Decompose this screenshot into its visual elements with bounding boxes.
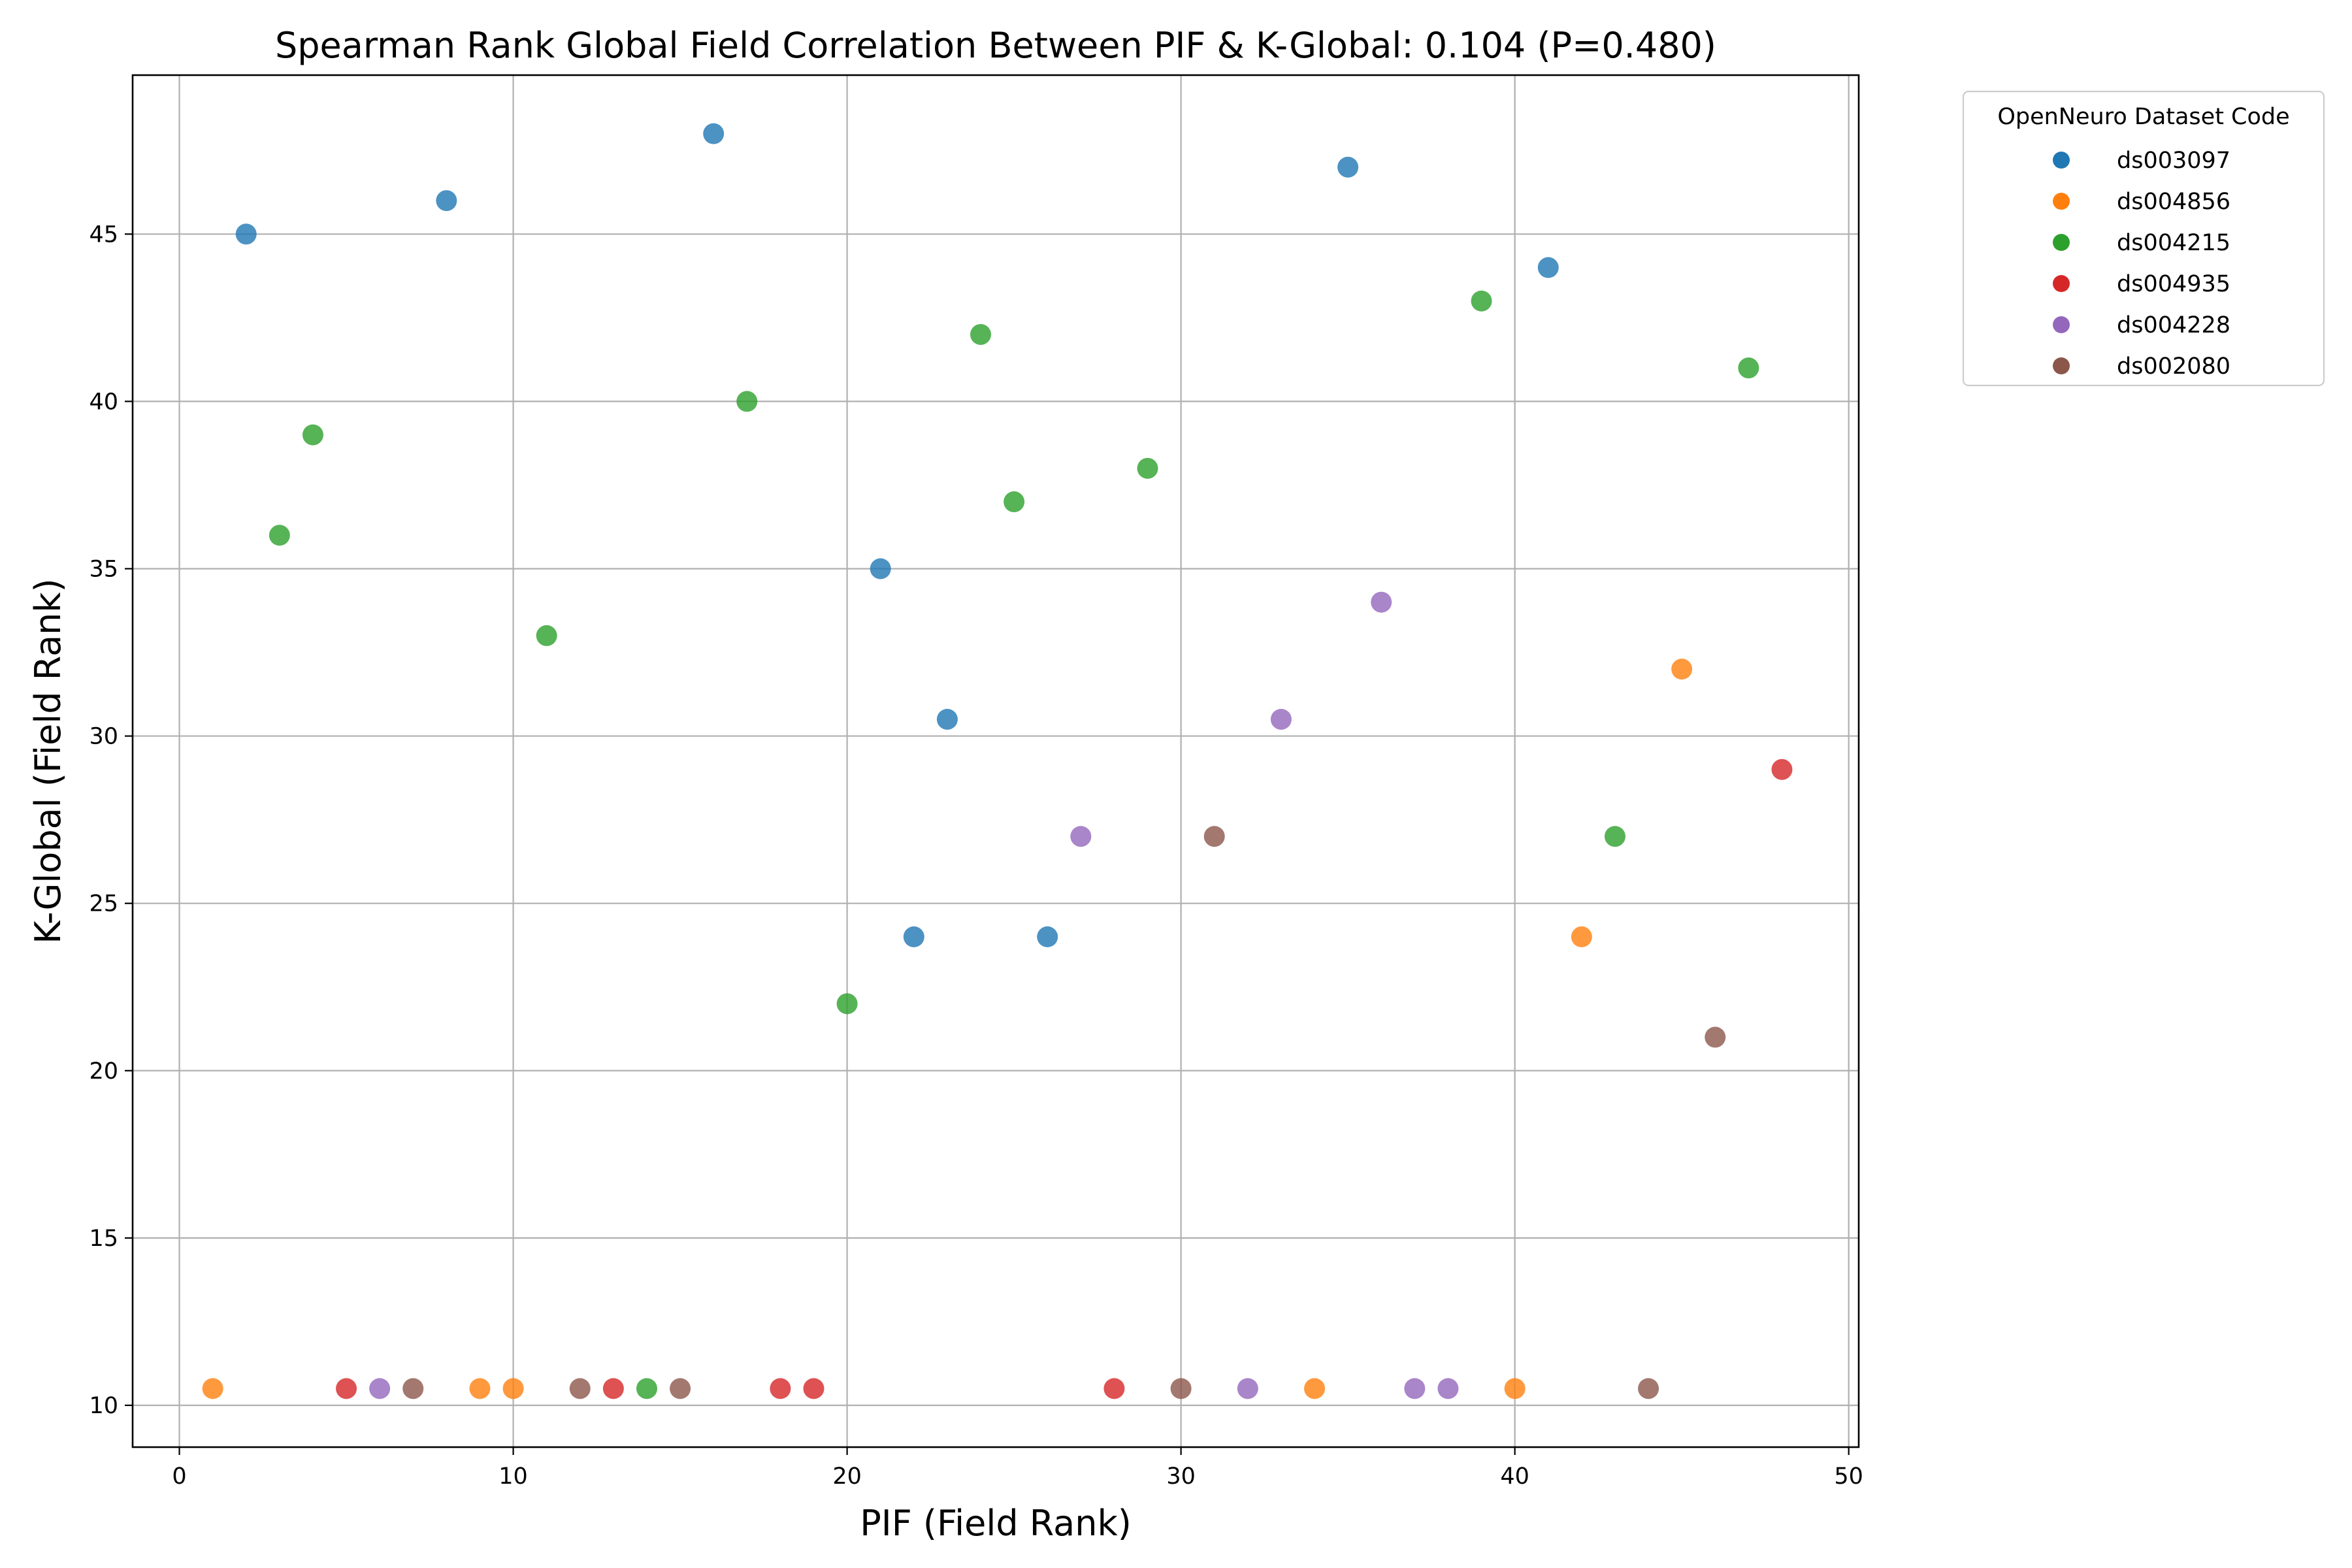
data-point-ds004856 bbox=[1304, 1378, 1326, 1399]
data-point-ds003097 bbox=[235, 223, 257, 245]
data-point-ds004228 bbox=[369, 1378, 391, 1399]
data-point-ds004935 bbox=[1103, 1378, 1125, 1399]
legend-marker-ds004935 bbox=[2053, 275, 2070, 292]
data-point-ds004228 bbox=[1237, 1378, 1258, 1399]
data-point-ds004856 bbox=[1571, 926, 1592, 947]
data-point-ds004228 bbox=[1070, 826, 1092, 847]
legend-label-ds004856: ds004856 bbox=[2117, 189, 2230, 215]
legend-title: OpenNeuro Dataset Code bbox=[1997, 104, 2289, 130]
data-point-ds004215 bbox=[1004, 491, 1025, 513]
y-tick-label: 30 bbox=[89, 724, 118, 750]
data-point-ds004856 bbox=[1671, 659, 1693, 680]
data-point-ds004215 bbox=[1738, 357, 1759, 379]
data-point-ds004215 bbox=[536, 625, 557, 646]
data-point-ds003097 bbox=[703, 123, 725, 144]
data-point-ds004935 bbox=[770, 1378, 791, 1399]
data-point-ds004228 bbox=[1270, 708, 1292, 730]
y-axis-label: K-Global (Field Rank) bbox=[27, 578, 69, 944]
data-point-ds004935 bbox=[602, 1378, 624, 1399]
data-point-ds004856 bbox=[502, 1378, 524, 1399]
data-point-ds004935 bbox=[803, 1378, 825, 1399]
y-tick-label: 40 bbox=[89, 389, 118, 415]
data-point-ds003097 bbox=[1337, 156, 1359, 178]
y-tick-label: 35 bbox=[89, 556, 118, 582]
data-point-ds004215 bbox=[636, 1378, 657, 1399]
y-tick-label: 15 bbox=[89, 1226, 118, 1252]
data-point-ds004228 bbox=[1404, 1378, 1426, 1399]
data-point-ds003097 bbox=[936, 708, 958, 730]
data-point-ds004935 bbox=[336, 1378, 357, 1399]
data-point-ds003097 bbox=[903, 926, 924, 947]
y-tick-label: 45 bbox=[89, 221, 118, 248]
y-tick-label: 25 bbox=[89, 891, 118, 917]
data-point-ds002080 bbox=[569, 1378, 591, 1399]
data-point-ds003097 bbox=[870, 558, 891, 580]
legend-box bbox=[1962, 90, 2325, 387]
legend-marker-ds002080 bbox=[2053, 357, 2070, 374]
data-point-ds004856 bbox=[469, 1378, 491, 1399]
data-point-ds004228 bbox=[1371, 591, 1392, 613]
y-tick-label: 10 bbox=[89, 1393, 118, 1419]
data-point-ds004215 bbox=[269, 525, 290, 546]
data-point-ds003097 bbox=[1537, 257, 1559, 278]
x-tick-label: 20 bbox=[832, 1463, 862, 1490]
data-point-ds004215 bbox=[736, 391, 758, 412]
data-point-ds002080 bbox=[1203, 826, 1225, 847]
grid bbox=[133, 75, 1859, 1447]
legend-marker-ds003097 bbox=[2053, 152, 2070, 169]
data-point-ds004228 bbox=[1437, 1378, 1459, 1399]
chart-title: Spearman Rank Global Field Correlation B… bbox=[275, 25, 1716, 66]
legend-label-ds003097: ds003097 bbox=[2117, 148, 2230, 174]
legend-label-ds004935: ds004935 bbox=[2117, 271, 2230, 297]
legend: OpenNeuro Dataset Code ds003097ds004856d… bbox=[1962, 90, 2325, 387]
data-point-ds002080 bbox=[1170, 1378, 1192, 1399]
data-point-ds004215 bbox=[1604, 826, 1625, 847]
data-point-ds003097 bbox=[436, 190, 457, 212]
axes-frame bbox=[131, 74, 1860, 1448]
legend-marker-ds004215 bbox=[2053, 234, 2070, 251]
data-point-ds004215 bbox=[970, 323, 992, 345]
data-point-ds004215 bbox=[1471, 290, 1492, 312]
x-tick-label: 30 bbox=[1166, 1463, 1196, 1490]
y-tick-label: 20 bbox=[89, 1058, 118, 1085]
data-point-ds004215 bbox=[302, 424, 323, 446]
data-point-ds004856 bbox=[1504, 1378, 1526, 1399]
legend-label-ds004215: ds004215 bbox=[2117, 230, 2230, 256]
legend-marker-ds004228 bbox=[2053, 316, 2070, 333]
data-point-ds002080 bbox=[1705, 1026, 1726, 1048]
x-tick-label: 50 bbox=[1834, 1463, 1863, 1490]
data-point-ds002080 bbox=[1638, 1378, 1659, 1399]
x-tick-label: 10 bbox=[498, 1463, 528, 1490]
data-points bbox=[202, 123, 1793, 1399]
data-point-ds004215 bbox=[836, 993, 858, 1015]
legend-label-ds002080: ds002080 bbox=[2117, 353, 2230, 380]
data-point-ds004215 bbox=[1137, 457, 1158, 479]
legend-marker-ds004856 bbox=[2053, 193, 2070, 210]
data-point-ds004935 bbox=[1771, 759, 1793, 780]
legend-entries: ds003097 ds004856 ds004215 ds004935 ds004228… bbox=[2053, 148, 2230, 380]
x-tick-label: 40 bbox=[1500, 1463, 1529, 1490]
data-point-ds004856 bbox=[202, 1378, 223, 1399]
x-axis-label: PIF (Field Rank) bbox=[860, 1503, 1132, 1544]
data-point-ds002080 bbox=[402, 1378, 424, 1399]
data-point-ds002080 bbox=[670, 1378, 691, 1399]
x-tick-label: 0 bbox=[172, 1463, 186, 1490]
axis-ticks: 0 10 20 30 40 50 10 15 20 25 30 35 40 45 bbox=[89, 221, 1863, 1490]
data-point-ds003097 bbox=[1037, 926, 1058, 947]
legend-label-ds004228: ds004228 bbox=[2117, 312, 2230, 338]
